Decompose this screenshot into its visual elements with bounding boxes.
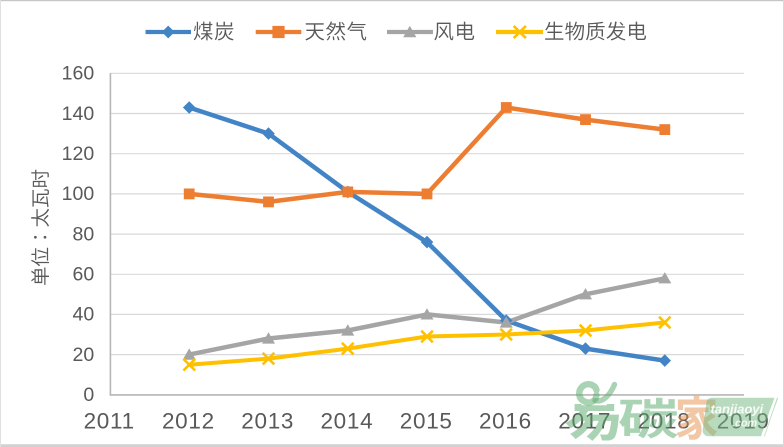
svg-text:.com: .com xyxy=(732,418,758,430)
svg-text:120: 120 xyxy=(62,143,95,165)
svg-text:tanjiaoyi: tanjiaoyi xyxy=(711,402,764,417)
svg-text:40: 40 xyxy=(72,304,94,326)
svg-text:2015: 2015 xyxy=(400,409,453,434)
svg-text:2013: 2013 xyxy=(241,409,294,434)
svg-text:160: 160 xyxy=(62,63,95,85)
svg-text:2016: 2016 xyxy=(479,409,532,434)
svg-text:20: 20 xyxy=(72,344,94,366)
svg-text:0: 0 xyxy=(83,384,94,406)
svg-text:2011: 2011 xyxy=(84,409,135,434)
svg-text:2012: 2012 xyxy=(162,409,215,434)
svg-text:80: 80 xyxy=(72,223,94,245)
svg-text:2014: 2014 xyxy=(320,409,373,434)
svg-text:140: 140 xyxy=(62,103,95,125)
svg-text:100: 100 xyxy=(62,183,95,205)
svg-text:60: 60 xyxy=(72,264,94,286)
